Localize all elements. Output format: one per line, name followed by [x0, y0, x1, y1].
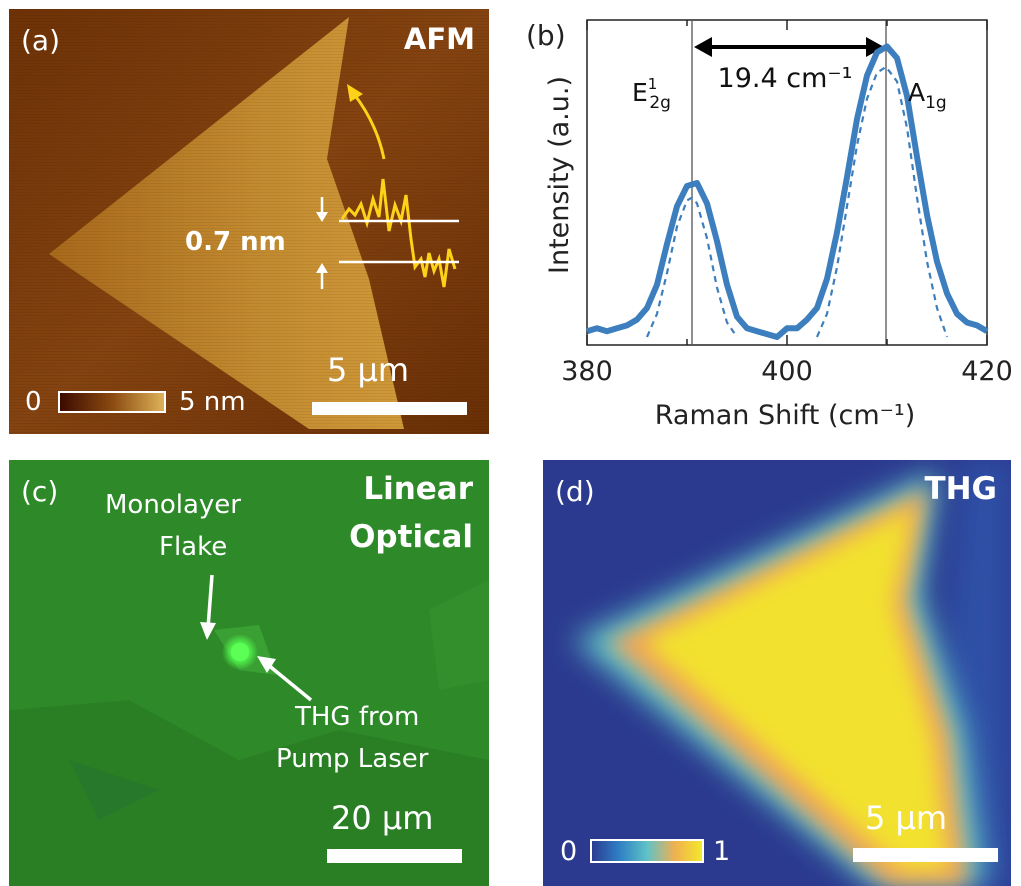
raman-xtick-label: 420 [961, 356, 1013, 387]
panel-c-label: (c) [21, 475, 59, 508]
thg-colorbar-max: 1 [713, 836, 731, 867]
thg-colorbar [590, 839, 704, 863]
afm-height-profile [340, 178, 457, 288]
panel-a-label: (a) [21, 24, 61, 57]
peak-e2g-sub: 2g [649, 93, 671, 113]
raman-chart: 380 400 420 Intensity (a.u.) Raman Shift (… [544, 19, 1013, 431]
separation-arrow-head-right [866, 37, 884, 57]
afm-colorbar [58, 391, 166, 413]
peak-a1g-main: A [908, 78, 925, 107]
annotation-flake-1: Monolayer [105, 490, 241, 520]
thg-colorbar-min: 0 [560, 836, 578, 867]
peak-e2g-label: E1 2g [632, 75, 671, 113]
raman-ylabel: Intensity (a.u.) [544, 76, 575, 274]
panel-a-afm: (a) AFM 0.7 nm 5 μm 0 5 nm [9, 9, 489, 434]
afm-scale-label: 5 μm [327, 351, 410, 389]
annotation-thg-2: Pump Laser [276, 744, 429, 774]
afm-scale-bar [312, 402, 467, 415]
annotation-thg-1: THG from [295, 702, 420, 732]
optical-scale-label: 20 μm [331, 799, 434, 837]
peak-a1g-sub: 1g [925, 93, 947, 113]
annotation-flake-2: Flake [159, 532, 228, 562]
panel-a-title: AFM [403, 22, 475, 56]
panel-d-title: THG [924, 471, 997, 507]
panel-c-title-2: Optical [349, 519, 473, 555]
afm-step-height: 0.7 nm [185, 227, 286, 257]
thg-map [543, 460, 1011, 886]
peak-e2g-sup: 1 [648, 75, 658, 93]
afm-colorbar-min: 0 [25, 387, 42, 417]
panel-c-title-1: Linear [363, 471, 473, 507]
panel-d-thg: (d) THG 5 μm 0 1 [543, 460, 1011, 886]
thg-scale-bar [853, 848, 998, 862]
raman-xlabel: Raman Shift (cm⁻¹) [655, 400, 916, 431]
raman-spectrum-line [586, 43, 989, 340]
panel-b-label: (b) [526, 19, 566, 52]
raman-xtick-label: 400 [761, 356, 813, 387]
panel-c-optical: (c) Linear Optical Monolayer Flake THG f… [9, 460, 489, 886]
optical-scale-bar [327, 849, 462, 863]
panel-b-raman: 380 400 420 Intensity (a.u.) Raman Shift (… [510, 0, 1021, 445]
raman-separation: 19.4 cm⁻¹ [718, 63, 853, 94]
afm-colorbar-max: 5 nm [179, 387, 246, 417]
raman-fit-line-2 [815, 65, 949, 338]
raman-fit-line-1 [645, 196, 738, 338]
separation-arrow-head-left [694, 37, 712, 57]
panel-d-label: (d) [555, 475, 595, 508]
afm-image [9, 9, 489, 434]
optical-image [9, 460, 489, 886]
peak-e2g-main: E [632, 78, 648, 107]
thg-scale-label: 5 μm [865, 799, 948, 837]
raman-xtick-label: 380 [561, 356, 613, 387]
peak-a1g-label: A1g [908, 78, 947, 113]
